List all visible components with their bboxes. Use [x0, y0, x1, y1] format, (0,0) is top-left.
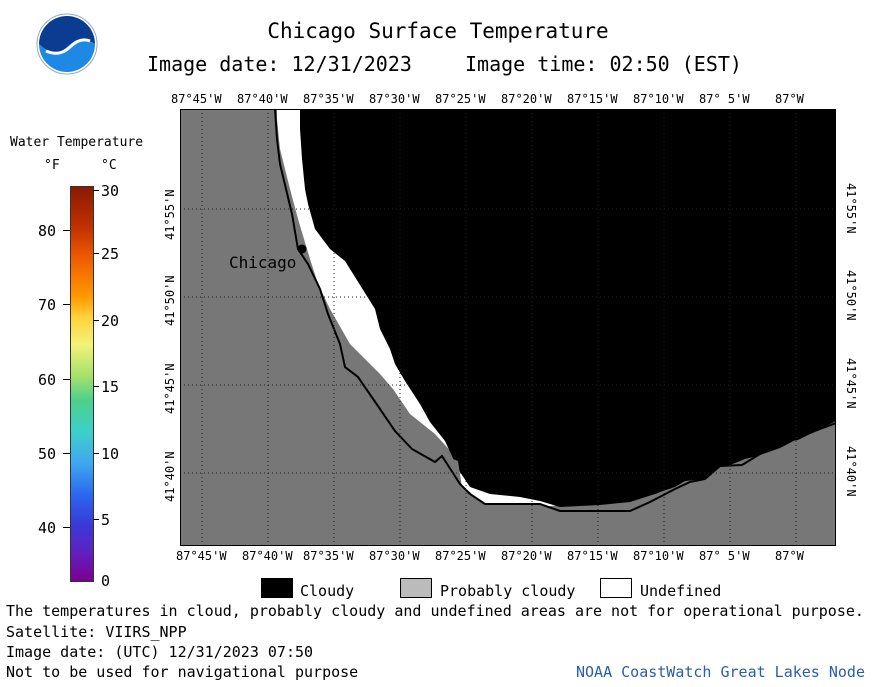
image-date: Image date: 12/31/2023	[147, 52, 412, 76]
cloudy-area	[300, 109, 836, 507]
colorbar-f-tick: 70	[38, 296, 57, 314]
lat-tick-left: 41°40'N	[163, 451, 177, 502]
lon-tick-bottom: 87°20'W	[501, 549, 552, 563]
lat-tick-right: 41°45'N	[844, 358, 858, 409]
lon-tick-top: 87° 5'W	[699, 92, 750, 106]
colorbar-f-tick: 80	[38, 222, 57, 240]
lon-tick-bottom: 87°25'W	[435, 549, 486, 563]
colorbar-unit-c: °C	[101, 158, 117, 173]
colorbar	[70, 186, 94, 582]
lat-tick-left: 41°45'N	[163, 363, 177, 414]
colorbar-c-tick: 10	[101, 445, 120, 463]
lon-tick-top: 87°20'W	[501, 92, 552, 106]
colorbar-c-tick: 0	[101, 572, 111, 590]
lat-tick-left: 41°50'N	[163, 275, 177, 326]
lon-tick-top: 87°10'W	[633, 92, 684, 106]
lon-tick-bottom: 87°35'W	[303, 549, 354, 563]
legend-cloudy-swatch	[261, 578, 293, 598]
colorbar-c-tick: 20	[101, 312, 120, 330]
colorbar-c-tick: 5	[101, 511, 111, 529]
lon-tick-bottom: 87°45'W	[176, 549, 227, 563]
footer-utc-date: Image date: (UTC) 12/31/2023 07:50	[6, 643, 314, 661]
lon-tick-bottom: 87°40'W	[242, 549, 293, 563]
lon-tick-top: 87°40'W	[237, 92, 288, 106]
city-label: Chicago	[229, 253, 297, 272]
map-area	[180, 109, 836, 546]
legend-probably-cloudy-label: Probably cloudy	[440, 582, 576, 600]
coastline	[274, 109, 836, 512]
colorbar-f-tick: 60	[38, 371, 57, 389]
colorbar-title: Water Temperature	[10, 135, 144, 150]
legend-probably-cloudy-swatch	[400, 578, 432, 598]
lake-bottom-area	[180, 109, 836, 546]
colorbar-c-tick: 30	[101, 182, 120, 200]
lon-tick-top: 87°30'W	[369, 92, 420, 106]
lat-tick-left: 41°55'N	[163, 189, 177, 240]
lon-tick-top: 87°45'W	[171, 92, 222, 106]
footer-note: The temperatures in cloud, probably clou…	[6, 602, 864, 620]
footer-satellite: Satellite: VIIRS_NPP	[6, 623, 187, 641]
lon-tick-bottom: 87° 5'W	[699, 549, 750, 563]
legend-cloudy-label: Cloudy	[300, 582, 355, 600]
colorbar-f-tick: 50	[38, 445, 57, 463]
lon-tick-top: 87°W	[775, 92, 804, 106]
noaa-logo	[36, 13, 98, 75]
page-title: Chicago Surface Temperature	[267, 19, 609, 43]
footer-nav-warning: Not to be used for navigational purpose	[6, 663, 359, 681]
lon-tick-bottom: 87°15'W	[567, 549, 618, 563]
lon-tick-top: 87°15'W	[567, 92, 618, 106]
colorbar-unit-f: °F	[44, 158, 60, 173]
legend-undefined-label: Undefined	[640, 582, 722, 600]
lon-tick-bottom: 87°W	[775, 549, 804, 563]
lon-tick-bottom: 87°30'W	[369, 549, 420, 563]
chicago-marker	[297, 244, 307, 254]
colorbar-f-tick: 40	[38, 519, 57, 537]
lat-tick-right: 41°40'N	[844, 446, 858, 497]
colorbar-c-tick: 15	[101, 378, 120, 396]
colorbar-c-tick: 25	[101, 245, 120, 263]
footer-credit: NOAA CoastWatch Great Lakes Node	[576, 663, 865, 681]
graticule	[180, 109, 836, 546]
lon-tick-bottom: 87°10'W	[633, 549, 684, 563]
image-time: Image time: 02:50 (EST)	[465, 52, 742, 76]
lon-tick-top: 87°25'W	[435, 92, 486, 106]
lat-tick-right: 41°50'N	[844, 270, 858, 321]
lat-tick-right: 41°55'N	[844, 183, 858, 234]
noaa-logo-icon	[36, 13, 98, 75]
legend-undefined-swatch	[600, 578, 632, 598]
lon-tick-top: 87°35'W	[303, 92, 354, 106]
